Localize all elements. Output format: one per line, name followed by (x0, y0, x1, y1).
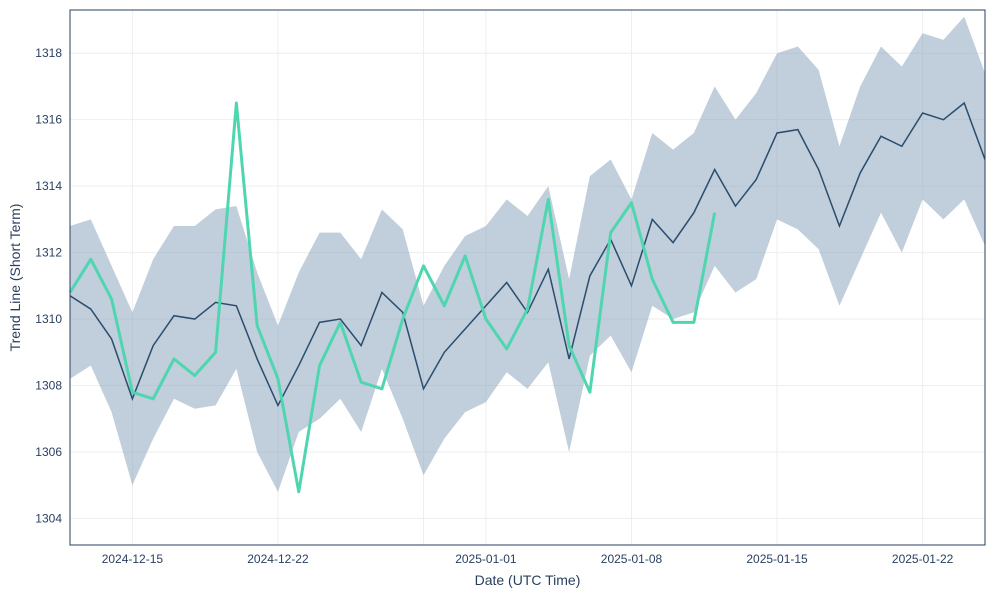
y-tick-label: 1304 (35, 511, 62, 525)
x-tick-label: 2025-01-08 (601, 552, 663, 566)
x-tick-label: 2024-12-22 (247, 552, 309, 566)
x-tick-label: 2025-01-15 (746, 552, 808, 566)
y-tick-label: 1312 (35, 246, 62, 260)
y-tick-label: 1316 (35, 113, 62, 127)
y-tick-label: 1306 (35, 445, 62, 459)
y-axis-label: Trend Line (Short Term) (7, 204, 23, 352)
x-tick-label: 2025-01-22 (892, 552, 954, 566)
trend-chart: 1304 1306 1308 1310 1312 1314 1316 1318 2024-12-… (0, 0, 1000, 600)
chart-svg: 1304 1306 1308 1310 1312 1314 1316 1318 2024-12-… (0, 0, 1000, 600)
y-tick-label: 1314 (35, 179, 62, 193)
y-tick-label: 1308 (35, 378, 62, 392)
x-tick-label: 2025-01-01 (455, 552, 517, 566)
x-tick-label: 2024-12-15 (102, 552, 164, 566)
x-axis-label: Date (UTC Time) (475, 572, 581, 588)
y-tick-label: 1310 (35, 312, 62, 326)
y-tick-label: 1318 (35, 46, 62, 60)
confidence-band (70, 17, 985, 492)
